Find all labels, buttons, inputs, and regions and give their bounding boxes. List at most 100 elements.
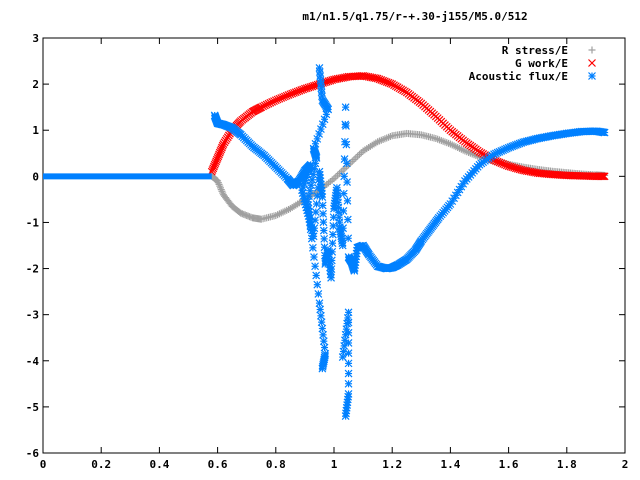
data-point xyxy=(426,225,434,234)
data-point-d2 xyxy=(324,246,333,255)
data-point xyxy=(562,171,571,180)
series-fill-marker xyxy=(598,172,607,181)
series-fill-marker-d2 xyxy=(319,209,328,218)
legend-marker-d2 xyxy=(588,59,596,67)
series-fill-marker xyxy=(350,156,358,164)
data-point-d2 xyxy=(341,103,350,112)
series-fill-marker xyxy=(342,121,350,130)
data-point-d2 xyxy=(289,181,298,190)
x-tick-label: 1.2 xyxy=(382,458,402,471)
data-point xyxy=(257,215,265,223)
data-point xyxy=(359,71,368,80)
data-point xyxy=(298,186,306,195)
data-point-d2 xyxy=(446,126,455,135)
data-point-d2 xyxy=(577,171,586,180)
data-point-d2 xyxy=(318,193,327,202)
data-point xyxy=(490,150,498,159)
data-point xyxy=(431,112,440,121)
data-point xyxy=(461,177,469,185)
data-point xyxy=(210,111,219,120)
data-point-d2 xyxy=(434,213,443,222)
y-tick-label: -2 xyxy=(26,263,39,276)
series-fill-marker xyxy=(318,324,327,333)
series-fill-marker xyxy=(354,152,362,160)
series-fill-marker xyxy=(344,234,353,243)
series-fill-marker-d2 xyxy=(313,280,322,289)
data-point-d2 xyxy=(411,246,420,255)
y-tick-label: -3 xyxy=(26,309,39,322)
data-point-d2 xyxy=(344,308,353,317)
series-fill-marker xyxy=(314,289,323,298)
series-fill-marker xyxy=(343,196,352,205)
data-point xyxy=(335,223,344,231)
series-fill-marker xyxy=(218,187,226,195)
data-point xyxy=(374,138,382,146)
series-fill-marker xyxy=(329,221,338,230)
data-point-d2 xyxy=(373,262,382,271)
data-point-d2 xyxy=(382,264,391,273)
data-point-d2 xyxy=(318,364,327,373)
data-point xyxy=(388,80,397,89)
y-tick-label: -6 xyxy=(26,447,40,460)
series-fill-marker xyxy=(313,280,322,289)
series-fill-marker xyxy=(343,178,352,187)
data-point xyxy=(373,262,382,271)
series-fill-marker-d2 xyxy=(342,140,351,149)
data-point-d2 xyxy=(260,151,269,160)
series-fill-marker xyxy=(344,369,353,378)
data-point-d2 xyxy=(321,349,330,358)
series-fill-marker-d2 xyxy=(310,253,318,261)
series-fill-marker-d2 xyxy=(598,172,607,181)
data-point-d2 xyxy=(359,241,368,250)
series-fill-marker-d2 xyxy=(320,234,329,243)
series-fill-marker-d2 xyxy=(339,189,348,198)
data-point-d2 xyxy=(324,105,333,114)
series-fill-marker-d2 xyxy=(310,164,319,173)
data-point-d2 xyxy=(533,134,542,143)
series-fill-marker-d2 xyxy=(306,186,314,195)
series-fill-marker-d2 xyxy=(493,157,502,166)
series-fill-marker xyxy=(344,359,353,368)
data-point-d2 xyxy=(341,412,350,421)
data-point-d2 xyxy=(548,170,557,179)
data-point xyxy=(432,135,440,143)
series-fill-marker-d2 xyxy=(342,325,351,334)
series-fill-marker-d2 xyxy=(311,262,320,271)
data-point xyxy=(286,90,295,99)
data-point-d2 xyxy=(318,96,327,105)
data-point-d2 xyxy=(388,80,397,89)
data-point xyxy=(286,205,294,213)
data-point xyxy=(548,131,557,140)
series-fill-marker xyxy=(312,271,321,280)
data-point xyxy=(309,144,318,153)
series-fill-marker-d2 xyxy=(311,208,320,216)
data-point-d2 xyxy=(446,200,455,208)
data-point xyxy=(344,72,353,81)
data-point xyxy=(330,175,338,183)
series-fill-marker xyxy=(328,247,337,256)
legend-marker xyxy=(588,46,596,54)
series-fill-marker xyxy=(344,339,353,347)
marks-group xyxy=(43,64,609,421)
data-point-d2 xyxy=(306,160,315,169)
data-point xyxy=(271,163,280,172)
series-fill-marker-d2 xyxy=(329,221,338,230)
data-point xyxy=(300,84,309,93)
series-fill-marker-d2 xyxy=(311,159,320,168)
series-fill-marker-d2 xyxy=(386,79,395,88)
data-point-d2 xyxy=(417,99,426,108)
data-point xyxy=(359,147,367,155)
data-point-d2 xyxy=(248,107,257,116)
data-point xyxy=(411,246,420,255)
series-fill-marker xyxy=(311,208,320,216)
series-fill-marker xyxy=(342,140,351,149)
series-fill-marker-d2 xyxy=(312,200,321,208)
data-point xyxy=(533,134,542,143)
series-fill-marker xyxy=(317,318,326,327)
data-point-d2 xyxy=(600,128,609,137)
data-point-d2 xyxy=(344,253,353,261)
data-point-d2 xyxy=(330,204,338,213)
data-point-d2 xyxy=(236,130,245,139)
legend-marker xyxy=(588,72,596,80)
